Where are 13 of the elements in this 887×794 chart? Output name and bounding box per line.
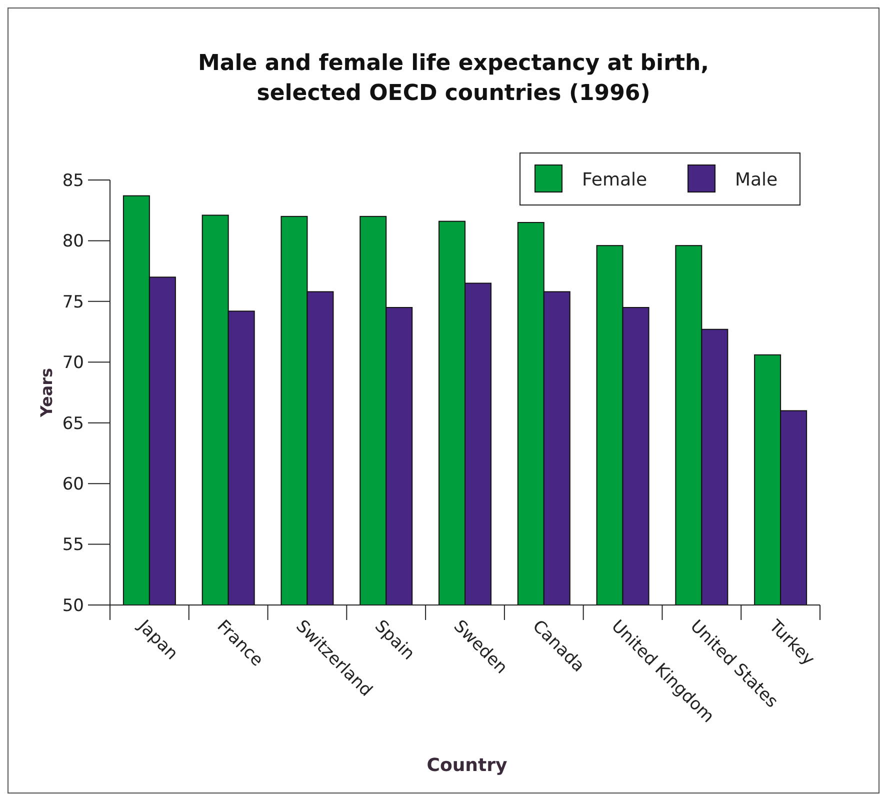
y-tick-label: 75 — [62, 292, 84, 312]
y-tick-label: 70 — [62, 353, 84, 374]
y-tick-label: 85 — [62, 170, 84, 191]
y-tick-label: 60 — [62, 474, 84, 495]
y-tick-label: 80 — [62, 232, 84, 252]
legend-label: Male — [735, 169, 778, 190]
x-axis-title: Country — [426, 755, 508, 776]
y-axis-title: Years — [37, 368, 56, 418]
legend-label: Female — [582, 169, 648, 190]
chart-title: Male and female life expectancy at birth, selected OECD countries (1996) — [198, 51, 709, 106]
y-tick-label: 50 — [62, 596, 84, 616]
y-tick-label: 55 — [62, 535, 84, 556]
y-tick-label: 65 — [62, 414, 84, 434]
